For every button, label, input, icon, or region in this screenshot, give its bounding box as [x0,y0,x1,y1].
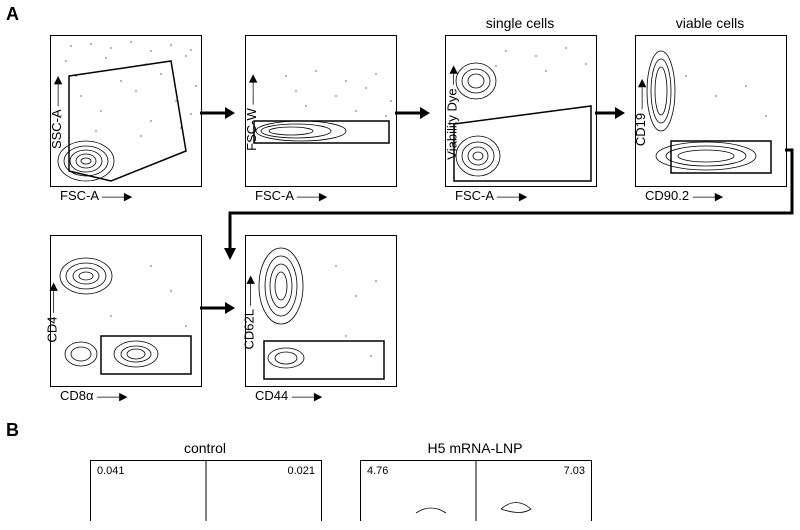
title-h5: H5 mRNA-LNP [360,440,590,456]
h5-tl: 4.76 [367,465,388,477]
control-tl: 0.041 [97,465,125,477]
control-tr: 0.021 [287,465,315,477]
plot-control: 0.041 0.021 [90,460,322,521]
h5-tr: 7.03 [564,465,585,477]
plot-h5: 4.76 7.03 [360,460,592,521]
panel-b-row: control H5 mRNA-LNP 0.041 0.021 4.76 7.0… [0,0,800,530]
title-control: control [90,440,320,456]
quadrant-lines-right [361,461,591,521]
